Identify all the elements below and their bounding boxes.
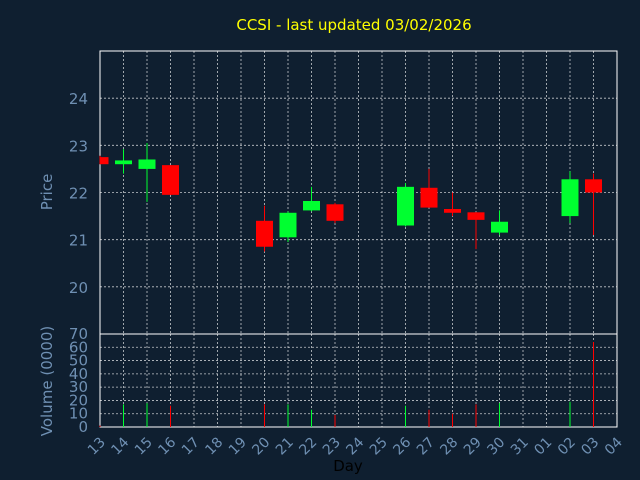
x-tick-label: 29 bbox=[461, 435, 485, 459]
candle-body bbox=[326, 204, 344, 221]
volume-tick-label: 60 bbox=[69, 338, 88, 356]
x-tick-label: 18 bbox=[202, 435, 226, 459]
volume-tick-label: 30 bbox=[69, 378, 88, 396]
candle-body bbox=[100, 157, 109, 165]
x-tick-label: 04 bbox=[602, 434, 626, 458]
x-tick-label: 21 bbox=[273, 435, 297, 459]
price-tick-label: 24 bbox=[69, 90, 88, 108]
x-tick-label: 01 bbox=[531, 435, 555, 459]
candle-body bbox=[115, 160, 132, 165]
x-tick-label: 26 bbox=[390, 434, 414, 458]
x-tick-label: 30 bbox=[484, 435, 508, 459]
price-tick-label: 23 bbox=[69, 137, 88, 155]
chart-title: CCSI - last updated 03/02/2026 bbox=[236, 16, 471, 34]
volume-tick-label: 40 bbox=[69, 365, 88, 383]
x-tick-label: 19 bbox=[226, 435, 250, 459]
x-tick-label: 02 bbox=[555, 435, 579, 459]
x-tick-label: 14 bbox=[108, 434, 132, 458]
price-tick-label: 21 bbox=[69, 232, 88, 250]
candle-body bbox=[467, 212, 485, 220]
x-axis-label: Day bbox=[333, 457, 363, 475]
volume-tick-label: 50 bbox=[69, 352, 88, 370]
x-tick-label: 20 bbox=[249, 435, 273, 459]
price-axis-label: Price bbox=[38, 174, 56, 211]
volume-tick-label: 20 bbox=[69, 391, 88, 409]
x-tick-label: 28 bbox=[437, 435, 461, 459]
price-tick-label: 20 bbox=[69, 279, 88, 297]
volume-tick-label: 70 bbox=[69, 325, 88, 343]
x-tick-label: 15 bbox=[132, 435, 156, 459]
x-tick-label: 25 bbox=[367, 435, 391, 459]
candle-body bbox=[162, 165, 179, 195]
candle-body bbox=[491, 221, 508, 233]
x-tick-label: 16 bbox=[155, 434, 179, 458]
candle-body bbox=[256, 220, 273, 247]
candle-body bbox=[585, 179, 602, 193]
x-tick-label: 27 bbox=[414, 435, 438, 459]
candle-body bbox=[397, 186, 414, 226]
volume-tick-label: 0 bbox=[78, 418, 88, 436]
price-tick-label: 22 bbox=[69, 185, 88, 203]
candle-body bbox=[303, 200, 320, 211]
price-panel: 20 21 22 23 24 bbox=[69, 50, 618, 335]
candle-body bbox=[279, 212, 297, 238]
x-tick-label: 22 bbox=[296, 435, 320, 459]
x-tick-label: 17 bbox=[179, 435, 203, 459]
candle-body bbox=[138, 159, 156, 169]
x-tick-label: 03 bbox=[578, 435, 602, 459]
x-tick-label: 31 bbox=[508, 435, 532, 459]
candle-body bbox=[420, 187, 438, 208]
volume-tick-label: 10 bbox=[69, 405, 88, 423]
volume-axis-label: Volume (0000) bbox=[38, 326, 56, 436]
x-axis: 13 14 15 16 17 18 19 20 21 22 23 24 25 26 27 28 29 30 31 01… bbox=[85, 434, 626, 458]
candle-body bbox=[561, 179, 579, 217]
x-tick-label: 13 bbox=[85, 435, 109, 459]
candle-body bbox=[444, 209, 461, 213]
x-tick-label: 24 bbox=[343, 434, 367, 458]
x-tick-label: 23 bbox=[320, 435, 344, 459]
